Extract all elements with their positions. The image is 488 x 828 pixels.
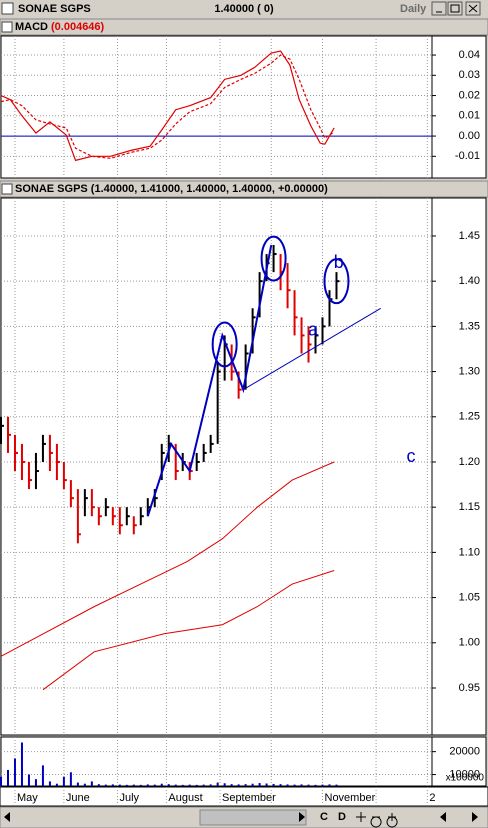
plot-area [0, 197, 433, 736]
panel-title: SONAE SGPS (1.40000, 1.41000, 1.40000, 1… [15, 183, 328, 195]
y-tick-label: 0.04 [459, 49, 480, 61]
y-tick-label: 0.01 [459, 110, 480, 122]
y-tick-label: 1.10 [459, 546, 480, 558]
zoom-icons[interactable] [356, 812, 398, 828]
icon [450, 4, 460, 13]
toolbar-button[interactable]: D [338, 811, 346, 823]
panel-header [0, 18, 488, 36]
y-tick-label: 0.00 [459, 130, 480, 142]
plot-area [0, 736, 433, 787]
app-icon [1, 2, 14, 15]
volume-unit: x100000 [446, 773, 485, 784]
x-tick-label: June [66, 792, 90, 804]
period[interactable]: Daily [400, 3, 427, 15]
wave-label: a [308, 320, 319, 340]
x-tick-label: September [222, 792, 276, 804]
highlight-ellipse [323, 258, 350, 305]
max-button[interactable] [447, 1, 463, 16]
y-tick-label: -0.01 [455, 150, 480, 162]
panel-icon [1, 21, 13, 33]
wave-label: c [407, 446, 416, 466]
y-tick-label: 1.45 [459, 230, 480, 242]
x-tick-label: August [168, 792, 202, 804]
x-tick-label: November [325, 792, 376, 804]
moving-band [0, 461, 335, 657]
wave-line [146, 244, 273, 517]
axis-area [431, 197, 487, 736]
window-title: SONAE SGPS [18, 3, 91, 15]
x-tick-label: July [119, 792, 139, 804]
moving-band [42, 569, 335, 691]
y-tick-label: 1.25 [459, 411, 480, 423]
panel-icon [1, 183, 13, 195]
highlight-ellipse [260, 235, 287, 282]
icon [468, 4, 478, 13]
y-tick-label: 20000 [449, 746, 480, 758]
y-tick-label: 1.05 [459, 591, 480, 603]
y-tick-label: 0.02 [459, 89, 480, 101]
macd-value: (0.004646) [51, 21, 105, 33]
axis-area [431, 35, 487, 179]
toolbar-button[interactable]: C [320, 811, 328, 823]
x-axis-area [0, 786, 488, 807]
min-button[interactable] [431, 1, 447, 16]
y-tick-label: 1.35 [459, 320, 480, 332]
macd-line [0, 50, 335, 162]
last-price: 1.40000 ( 0) [214, 3, 274, 15]
axis-area [431, 736, 487, 787]
x-tick-label: May [17, 792, 38, 804]
y-tick-label: 0.03 [459, 69, 480, 81]
panel-header [0, 180, 488, 198]
panel-title: MACD (0.004646) [15, 21, 105, 33]
highlight-ellipse [211, 321, 238, 368]
y-tick-label: 1.15 [459, 501, 480, 513]
y-tick-label: 1.00 [459, 637, 480, 649]
macd-line [0, 54, 335, 159]
y-tick-label: 10000 [449, 768, 480, 780]
x-tick-label: 2 [429, 792, 435, 804]
y-tick-label: 1.20 [459, 456, 480, 468]
trend-line [243, 307, 382, 391]
y-tick-label: 1.30 [459, 365, 480, 377]
y-tick-label: 0.95 [459, 682, 480, 694]
window-buttons[interactable] [431, 1, 481, 16]
wave-label: b [334, 252, 344, 272]
y-tick-label: 1.40 [459, 275, 480, 287]
scroll-thumb[interactable] [199, 809, 307, 826]
